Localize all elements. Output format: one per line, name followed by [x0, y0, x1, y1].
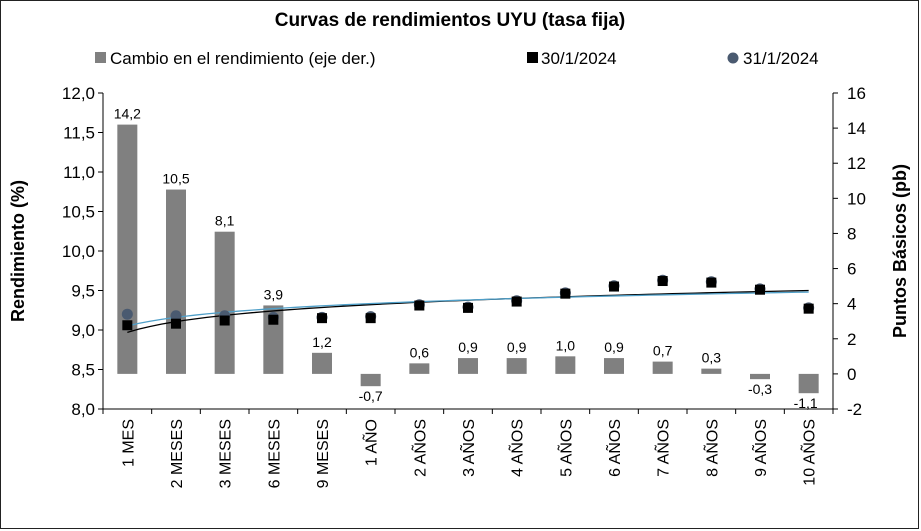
y-right-tick-label: 4 [847, 295, 856, 314]
x-tick-label: 6 MESES [266, 419, 283, 488]
legend-swatch-change [95, 52, 106, 63]
bar-change [750, 373, 770, 380]
bar-data-label: 3,9 [264, 286, 284, 302]
point-30-1-2024 [122, 320, 133, 331]
point-30-1-2024 [171, 318, 181, 329]
bar-data-label: 14,2 [114, 106, 141, 122]
y-left-tick-label: 10,0 [62, 242, 95, 261]
legend-label-31-1-2024: 31/1/2024 [743, 49, 819, 68]
x-tick-label: 2 AÑOS [409, 419, 429, 477]
point-30-1-2024 [511, 296, 522, 307]
y-right-tick-label: 14 [847, 119, 866, 138]
y-right-tick-label: 0 [847, 365, 856, 384]
bar-change [555, 356, 576, 374]
x-tick-label: 4 AÑOS [507, 419, 527, 477]
y-right-tick-label: 8 [847, 224, 856, 243]
x-tick-label: 7 AÑOS [653, 419, 673, 477]
bar-change [506, 358, 527, 374]
point-30-1-2024 [706, 277, 717, 288]
bar-change [312, 352, 332, 374]
y-axis-left-label: Rendimiento (%) [8, 180, 28, 322]
bar-change [166, 189, 186, 374]
x-tick-label: 3 AÑOS [458, 419, 478, 477]
x-tick-label: 1 AÑO [361, 419, 381, 466]
bar-data-label: 8,1 [215, 213, 235, 229]
y-left-tick-label: 12,0 [62, 84, 95, 103]
bar-change [214, 231, 235, 374]
x-tick-label: 1 MES [120, 419, 137, 467]
legend-swatch-30-1-2024 [527, 52, 538, 63]
y-left-tick-label: 11,5 [63, 124, 95, 143]
y-right-tick-label: 10 [847, 189, 866, 208]
x-tick-label: 3 MESES [218, 419, 235, 488]
trendline-2 [127, 291, 809, 327]
point-30-1-2024 [463, 302, 473, 313]
y-right-tick-label: 12 [847, 154, 866, 173]
bar-change [701, 368, 722, 374]
y-axis-right-label: Puntos Básicos (pb) [890, 164, 910, 338]
y-left-tick-label: 8,5 [71, 361, 95, 380]
y-right-tick-label: 16 [847, 84, 866, 103]
y-left-tick-label: 8,0 [71, 400, 95, 419]
bar-data-label: -1,1 [794, 395, 818, 411]
x-tick-label: 10 AÑOS [799, 419, 819, 486]
bar-data-label: -0,3 [748, 381, 772, 397]
chart-title: Curvas de rendimientos UYU (tasa fija) [275, 10, 626, 31]
point-30-1-2024 [657, 276, 668, 287]
bar-data-label: 0,3 [702, 350, 722, 366]
point-30-1-2024 [365, 313, 376, 324]
point-31-1-2024 [121, 308, 133, 320]
point-30-1-2024 [755, 284, 765, 295]
point-30-1-2024 [803, 303, 814, 314]
x-tick-label: 9 MESES [315, 419, 332, 488]
y-left-tick-label: 9,5 [71, 282, 95, 301]
bar-change [652, 361, 673, 374]
bar-data-label: 1,0 [556, 337, 576, 353]
bar-change [360, 373, 381, 387]
x-tick-label: 2 MESES [169, 419, 186, 488]
bar-data-label: -0,7 [359, 388, 383, 404]
legend-label-change: Cambio en el rendimiento (eje der.) [110, 49, 376, 68]
bar-data-label: 1,2 [312, 334, 332, 350]
y-left-tick-label: 9,0 [71, 321, 95, 340]
y-right-tick-label: 2 [847, 330, 856, 349]
point-30-1-2024 [219, 315, 230, 326]
bar-change [117, 124, 138, 374]
x-tick-label: 5 AÑOS [555, 419, 575, 477]
point-31-1-2024 [170, 310, 182, 322]
bar-change [604, 358, 624, 374]
y-left-tick-label: 10,5 [62, 203, 95, 222]
legend-swatch-31-1-2024 [727, 52, 739, 64]
x-tick-label: 9 AÑOS [750, 419, 770, 477]
point-30-1-2024 [268, 314, 279, 325]
bar-data-label: 0,9 [458, 339, 478, 355]
x-tick-label: 6 AÑOS [604, 419, 624, 477]
bar-data-label: 0,7 [653, 343, 673, 359]
bar-change [798, 373, 819, 394]
x-tick-label: 8 AÑOS [701, 419, 721, 477]
y-right-tick-label: 6 [847, 260, 856, 279]
legend-label-30-1-2024: 30/1/2024 [541, 49, 617, 68]
bar-data-label: 0,9 [507, 339, 527, 355]
y-left-tick-label: 11,0 [63, 163, 95, 182]
legend: Cambio en el rendimiento (eje der.) 30/1… [95, 49, 819, 68]
bar-change [458, 358, 478, 374]
bar-data-label: 0,6 [410, 344, 430, 360]
point-30-1-2024 [317, 313, 327, 324]
point-30-1-2024 [609, 281, 619, 292]
point-30-1-2024 [414, 300, 425, 311]
bar-data-label: 0,9 [604, 339, 624, 355]
bar-data-label: 10,5 [162, 171, 189, 187]
bar-change [409, 363, 430, 374]
point-30-1-2024 [560, 288, 571, 299]
y-right-tick-label: -2 [847, 400, 862, 419]
